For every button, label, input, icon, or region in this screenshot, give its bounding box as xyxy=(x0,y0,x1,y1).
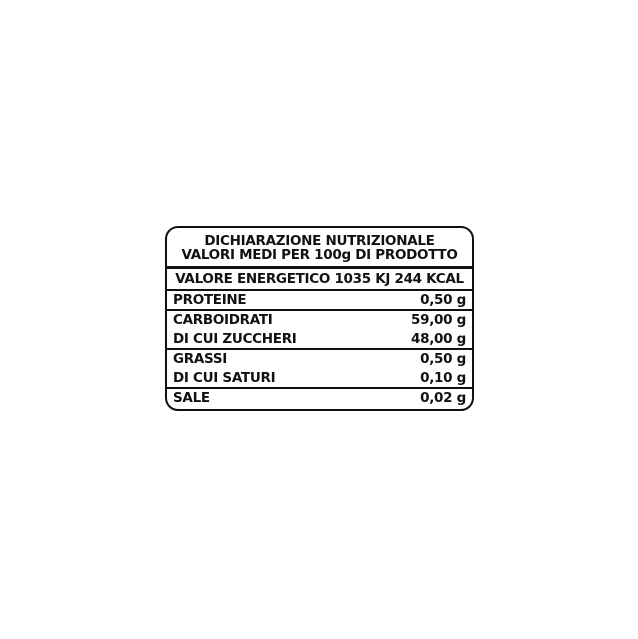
nutrient-name: PROTEINE xyxy=(173,292,247,308)
nutrient-value: 48,00 g xyxy=(411,331,466,347)
nutrient-row: DI CUI SATURI 0,10 g xyxy=(173,369,466,387)
nutrient-name: DI CUI ZUCCHERI xyxy=(173,331,297,347)
divider xyxy=(167,289,472,291)
nutrient-name: DI CUI SATURI xyxy=(173,370,276,386)
nutrient-row: GRASSI 0,50 g xyxy=(173,350,466,368)
nutrient-row: SALE 0,02 g xyxy=(173,389,466,407)
energy-row: VALORE ENERGETICO 1035 KJ 244 KCAL xyxy=(173,270,466,288)
nutrient-value: 0,02 g xyxy=(420,390,466,406)
nutrient-name: SALE xyxy=(173,390,210,406)
nutrient-name: CARBOIDRATI xyxy=(173,312,273,328)
nutrient-value: 0,10 g xyxy=(420,370,466,386)
nutrient-row: DI CUI ZUCCHERI 48,00 g xyxy=(173,330,466,348)
divider xyxy=(167,266,472,269)
nutrient-value: 0,50 g xyxy=(420,351,466,367)
nutrient-value: 0,50 g xyxy=(420,292,466,308)
nutrient-row: PROTEINE 0,50 g xyxy=(173,291,466,309)
nutrient-row: CARBOIDRATI 59,00 g xyxy=(173,311,466,329)
label-subtitle: VALORI MEDI PER 100g DI PRODOTTO xyxy=(181,247,458,263)
label-title: DICHIARAZIONE NUTRIZIONALE xyxy=(204,233,435,249)
nutrient-name: GRASSI xyxy=(173,351,227,367)
energy-text: VALORE ENERGETICO 1035 KJ 244 KCAL xyxy=(175,271,464,287)
nutrition-label: DICHIARAZIONE NUTRIZIONALE VALORI MEDI P… xyxy=(165,226,474,411)
divider xyxy=(167,387,472,389)
divider xyxy=(167,309,472,311)
nutrient-value: 59,00 g xyxy=(411,312,466,328)
divider xyxy=(167,348,472,350)
